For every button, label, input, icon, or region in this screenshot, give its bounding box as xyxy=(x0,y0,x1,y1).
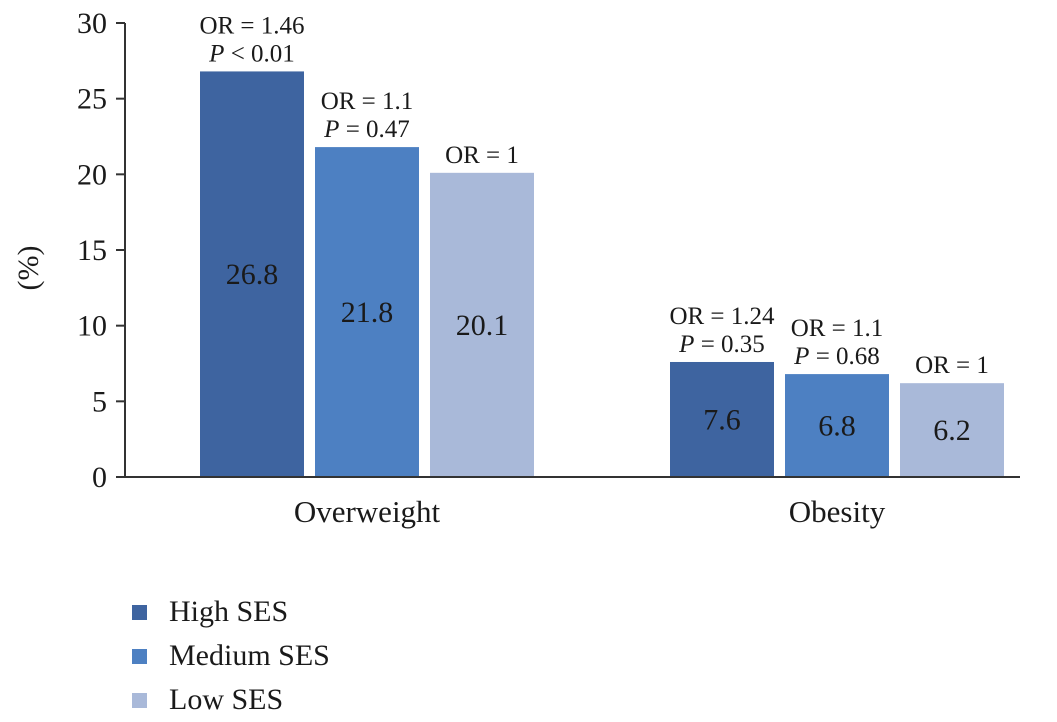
y-tick-label: 30 xyxy=(77,7,107,40)
bar-annotation: P = 0.47 xyxy=(323,116,410,143)
bar xyxy=(430,172,534,477)
legend-label: High SES xyxy=(169,595,289,628)
bar-annotation: P < 0.01 xyxy=(208,40,295,67)
bar xyxy=(670,361,774,477)
legend: High SES Medium SES Low SES xyxy=(132,590,330,722)
legend-swatch xyxy=(132,604,147,620)
y-tick-label: 15 xyxy=(77,234,107,267)
bar-annotation: OR = 1 xyxy=(445,142,519,169)
legend-swatch xyxy=(132,692,147,708)
bar-annotation: OR = 1 xyxy=(915,352,989,379)
legend-label: Low SES xyxy=(169,683,284,716)
bar-value-label: 6.2 xyxy=(933,414,971,447)
bar-value-label: 7.6 xyxy=(703,403,741,436)
bar xyxy=(785,374,889,477)
y-tick-label: 10 xyxy=(77,310,107,343)
legend-label: Medium SES xyxy=(169,639,330,672)
x-category-label: Obesity xyxy=(789,494,886,529)
bar-annotation: P = 0.68 xyxy=(793,343,880,370)
legend-item-low-ses: Low SES xyxy=(132,678,330,722)
legend-item-high-ses: High SES xyxy=(132,590,330,634)
bar-annotation: P = 0.35 xyxy=(678,331,765,358)
bar-value-label: 6.8 xyxy=(818,410,856,443)
bar xyxy=(900,383,1004,477)
bar xyxy=(315,147,419,478)
y-tick-label: 5 xyxy=(92,385,107,418)
legend-item-medium-ses: Medium SES xyxy=(132,634,330,678)
bar-annotation: OR = 1.1 xyxy=(791,315,884,342)
bar-annotation: OR = 1.24 xyxy=(669,303,775,330)
legend-swatch xyxy=(132,648,147,664)
y-tick-label: 25 xyxy=(77,83,107,116)
bars: 26.8 21.8 20.1 7.6 6.8 6.2 xyxy=(200,71,1004,478)
y-axis: 0 5 10 15 20 25 30 xyxy=(77,7,126,494)
y-axis-label: (%) xyxy=(12,246,45,291)
bar-value-label: 26.8 xyxy=(226,258,279,291)
bar-annotation: OR = 1.1 xyxy=(321,88,414,115)
bar-value-label: 21.8 xyxy=(341,296,394,329)
y-tick-label: 0 xyxy=(92,461,107,494)
bar-value-label: 20.1 xyxy=(456,309,509,342)
bar-annotation: OR = 1.46 xyxy=(199,12,304,39)
bar xyxy=(200,71,304,477)
x-axis: Overweight Obesity xyxy=(125,476,1020,529)
x-category-label: Overweight xyxy=(294,494,441,529)
y-tick-label: 20 xyxy=(77,158,107,191)
